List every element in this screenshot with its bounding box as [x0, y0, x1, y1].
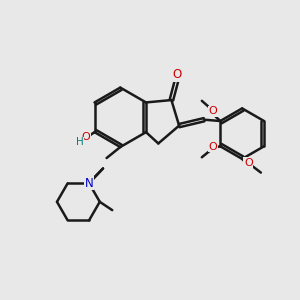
Text: O: O: [244, 158, 253, 168]
Text: O: O: [82, 132, 91, 142]
Text: O: O: [209, 106, 218, 116]
Text: O: O: [209, 142, 218, 152]
Text: H: H: [76, 137, 84, 147]
Text: N: N: [85, 177, 93, 190]
Text: O: O: [172, 68, 182, 81]
Text: H: H: [210, 106, 218, 116]
